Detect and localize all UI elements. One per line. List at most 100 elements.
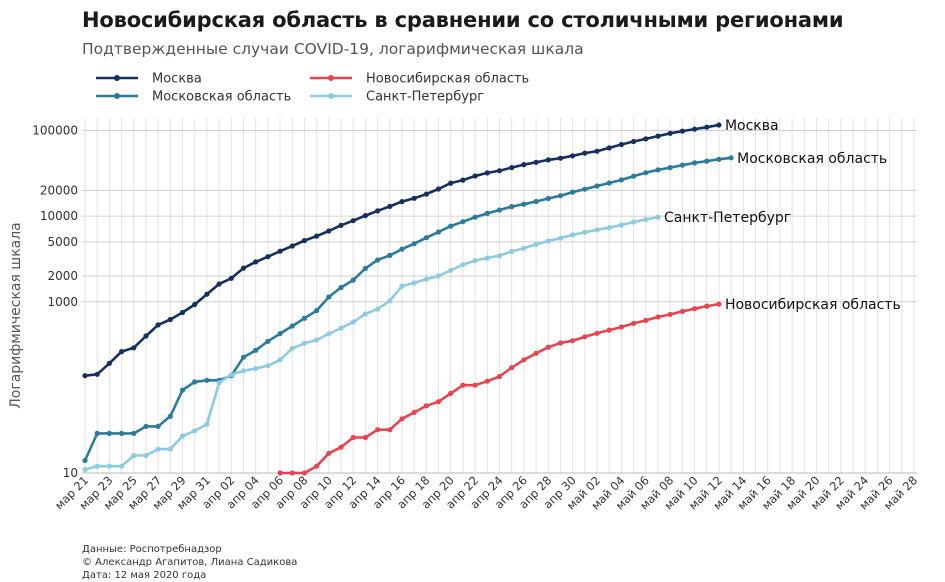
data-point xyxy=(167,316,173,323)
footer-authors: © Александр Агапитов, Лиана Садикова xyxy=(82,557,298,568)
data-point xyxy=(289,345,295,351)
data-point xyxy=(106,360,112,366)
data-point xyxy=(533,159,539,165)
data-point xyxy=(338,284,344,291)
data-point xyxy=(192,301,198,308)
y-tick-label: 5000 xyxy=(47,235,78,249)
data-point xyxy=(557,235,564,241)
data-point xyxy=(448,223,454,229)
data-point xyxy=(643,170,649,176)
data-point xyxy=(131,345,137,351)
data-point xyxy=(94,371,100,377)
data-point xyxy=(509,204,515,210)
data-point xyxy=(253,259,259,265)
data-point xyxy=(716,122,722,128)
data-point xyxy=(655,214,661,220)
data-point xyxy=(387,298,393,304)
data-point xyxy=(435,273,442,279)
legend-item: Москва xyxy=(96,72,202,87)
data-point xyxy=(314,308,320,314)
data-point xyxy=(131,452,137,459)
data-point xyxy=(570,232,576,238)
data-point xyxy=(631,219,637,225)
data-point xyxy=(667,165,673,171)
data-point xyxy=(679,162,686,168)
data-point xyxy=(655,167,661,173)
data-point xyxy=(228,372,234,378)
data-point xyxy=(606,225,612,231)
data-point xyxy=(179,387,186,393)
data-point xyxy=(277,357,283,363)
data-point xyxy=(509,365,515,371)
data-point xyxy=(643,216,649,223)
data-point xyxy=(484,170,490,176)
data-point xyxy=(350,277,356,283)
data-point xyxy=(533,198,539,205)
data-point xyxy=(411,241,417,247)
data-point xyxy=(350,218,356,224)
data-point xyxy=(411,195,417,201)
data-point xyxy=(557,193,564,199)
data-point xyxy=(460,262,466,268)
data-point xyxy=(423,191,429,197)
data-point xyxy=(582,229,588,235)
data-point xyxy=(533,350,539,356)
data-point xyxy=(704,158,710,164)
data-point xyxy=(423,276,429,282)
data-point xyxy=(509,165,515,171)
end-label: Московская область xyxy=(737,151,887,167)
data-point xyxy=(301,315,307,321)
data-point xyxy=(277,248,283,254)
y-tick-label: 100000 xyxy=(32,124,78,138)
data-point xyxy=(204,421,210,427)
data-point xyxy=(521,245,527,251)
data-point xyxy=(692,306,698,312)
legend-item: Санкт-Петербург xyxy=(310,90,484,105)
data-point xyxy=(167,413,173,419)
legend-swatch-dot xyxy=(114,75,120,81)
data-point xyxy=(496,253,503,259)
data-point xyxy=(618,222,625,228)
data-point xyxy=(106,463,112,469)
legend-swatch-dot xyxy=(328,75,334,81)
data-point xyxy=(521,357,527,363)
end-labels: Москва Московская область Санкт-Петербург Н… xyxy=(664,118,901,313)
series-line xyxy=(84,215,659,471)
data-point xyxy=(655,133,661,139)
data-point xyxy=(643,317,649,323)
data-point xyxy=(387,427,393,433)
data-point xyxy=(704,124,710,130)
y-tick-label: 10 xyxy=(63,466,78,480)
data-point xyxy=(94,430,100,436)
data-point xyxy=(399,246,405,252)
series-3 xyxy=(82,214,661,473)
data-point xyxy=(582,186,588,192)
data-point xyxy=(728,155,734,161)
data-point xyxy=(631,320,637,326)
footer-source: Данные: Роспотребнадзор xyxy=(82,544,222,555)
data-point xyxy=(338,444,344,450)
data-point xyxy=(155,322,161,328)
end-label: Санкт-Петербург xyxy=(664,210,791,226)
data-point xyxy=(716,156,722,162)
data-point xyxy=(326,294,332,300)
data-point xyxy=(204,377,210,383)
data-point xyxy=(82,373,88,379)
data-point xyxy=(314,337,320,343)
series-4 xyxy=(277,301,722,476)
data-point xyxy=(216,281,222,287)
y-tick-label: 2000 xyxy=(47,269,78,283)
data-point xyxy=(618,177,625,183)
data-point xyxy=(435,229,442,235)
data-point xyxy=(484,255,490,261)
data-point xyxy=(557,155,564,161)
y-tick-label: 1000 xyxy=(47,295,78,309)
data-point xyxy=(399,416,405,422)
data-point xyxy=(326,228,332,234)
data-point xyxy=(192,428,198,434)
data-point xyxy=(119,463,125,469)
data-point xyxy=(631,173,637,179)
data-point xyxy=(460,177,466,183)
data-point xyxy=(155,446,161,452)
